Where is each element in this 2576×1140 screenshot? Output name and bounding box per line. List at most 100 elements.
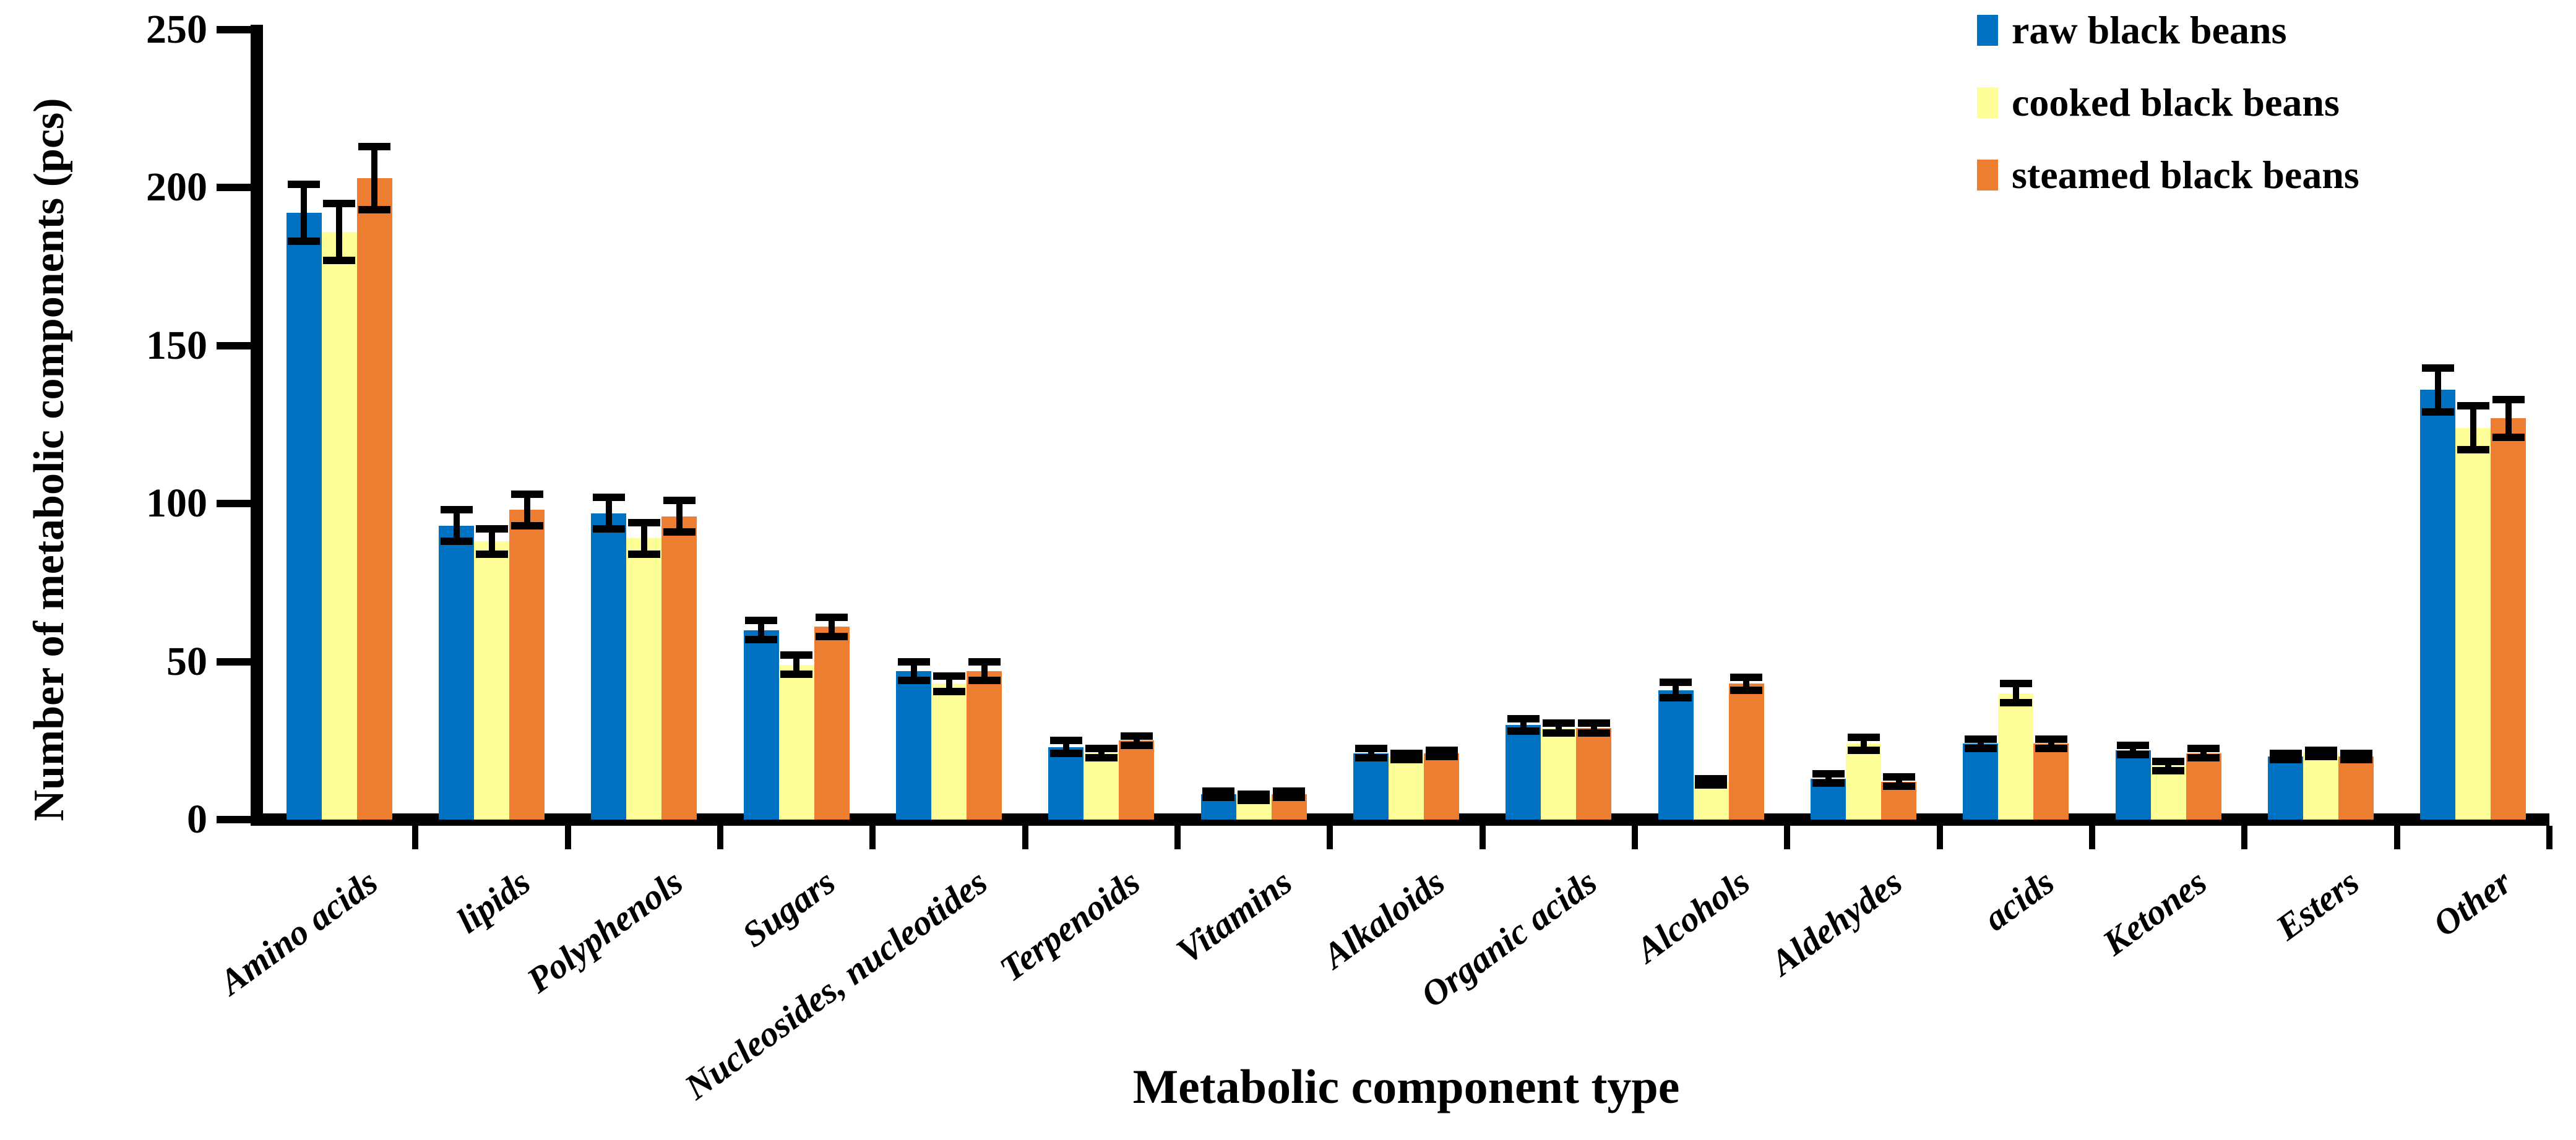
error-cap-top	[933, 672, 965, 680]
bar-raw-nucleosides-nucleotides	[896, 671, 931, 820]
error-cap-bottom	[592, 525, 625, 533]
x-tick-mark-2	[564, 826, 571, 849]
bar-raw-ketones	[2115, 750, 2151, 820]
bar-raw-acids	[1963, 744, 1999, 820]
error-whisker	[1590, 723, 1597, 733]
error-whisker	[301, 184, 308, 242]
bar-cooked-ketones	[2150, 766, 2186, 820]
x-tick-mark-10	[1784, 826, 1791, 849]
error-cap-top	[440, 506, 473, 514]
error-cap-top	[323, 199, 356, 207]
error-cap-bottom	[1273, 794, 1306, 802]
error-cap-bottom	[1577, 729, 1610, 737]
error-cap-bottom	[2340, 755, 2372, 763]
error-cap-bottom	[2269, 755, 2302, 763]
bar-steamed-other	[2491, 418, 2526, 820]
error-cap-bottom	[323, 256, 356, 264]
error-whisker	[2505, 399, 2512, 437]
error-cap-bottom	[1999, 699, 2032, 706]
bar-cooked-sugars	[778, 664, 814, 820]
error-cap-bottom	[1120, 741, 1153, 749]
error-cap-bottom	[2421, 408, 2454, 416]
error-cap-bottom	[1730, 686, 1763, 694]
y-tick-label-100: 100	[146, 481, 207, 526]
error-cap-bottom	[2152, 766, 2185, 774]
legend-label-steamed-black-beans: steamed black beans	[2012, 153, 2359, 197]
error-cap-top	[2269, 749, 2302, 757]
y-tick-mark-250	[217, 26, 251, 33]
error-cap-top	[780, 651, 813, 659]
bar-steamed-alcohols	[1728, 684, 1764, 820]
x-tick-mark-15	[2546, 826, 2552, 849]
error-whisker	[2470, 405, 2476, 450]
bar-cooked-terpenoids	[1083, 753, 1119, 820]
error-cap-top	[1202, 787, 1235, 795]
bar-raw-lipids	[439, 525, 474, 820]
error-whisker	[1825, 773, 1832, 784]
error-whisker	[336, 203, 343, 260]
error-cap-top	[1273, 787, 1306, 795]
x-category-label-sugars: Sugars	[734, 861, 842, 955]
error-cap-bottom	[2187, 754, 2220, 762]
error-whisker	[1368, 748, 1374, 758]
error-cap-bottom	[2035, 745, 2067, 753]
error-cap-bottom	[1847, 746, 1880, 754]
error-cap-bottom	[968, 677, 1001, 685]
x-category-label-acids: acids	[1976, 861, 2062, 939]
error-cap-bottom	[816, 632, 848, 640]
y-tick-label-250: 250	[146, 7, 207, 52]
error-whisker	[758, 620, 765, 640]
error-cap-bottom	[2457, 446, 2489, 454]
bar-steamed-organic-acids	[1576, 727, 1612, 820]
error-cap-bottom	[933, 688, 965, 696]
error-whisker	[523, 494, 530, 526]
error-cap-bottom	[745, 635, 778, 643]
bar-raw-esters	[2268, 756, 2303, 820]
error-cap-bottom	[440, 538, 473, 546]
x-category-label-amino-acids: Amino acids	[212, 861, 385, 1003]
x-category-label-terpenoids: Terpenoids	[992, 861, 1147, 990]
error-cap-top	[663, 497, 696, 505]
error-cap-top	[2304, 746, 2337, 754]
x-category-label-lipids: lipids	[449, 861, 538, 941]
x-category-label-esters: Esters	[2268, 861, 2367, 948]
error-cap-top	[510, 490, 543, 498]
bar-raw-polyphenols	[591, 513, 627, 820]
error-whisker	[676, 500, 683, 533]
bar-cooked-acids	[1998, 693, 2034, 820]
error-whisker	[1133, 735, 1140, 745]
error-whisker	[1555, 723, 1562, 733]
error-whisker	[2048, 739, 2054, 749]
error-cap-top	[475, 525, 508, 533]
x-category-label-alkaloids: Alkaloids	[1315, 861, 1452, 977]
x-tick-mark-14	[2393, 826, 2400, 849]
error-whisker	[1860, 737, 1867, 750]
y-tick-label-50: 50	[166, 638, 207, 684]
x-tick-mark-3	[717, 826, 723, 849]
error-cap-bottom	[1355, 754, 1387, 762]
legend-marker-steamed-black-beans	[1977, 160, 1998, 191]
bar-raw-sugars	[743, 630, 779, 820]
bar-raw-alcohols	[1658, 690, 1694, 820]
bar-steamed-nucleosides-nucleotides	[967, 671, 1002, 820]
error-cap-bottom	[1425, 752, 1458, 760]
x-tick-mark-13	[2241, 826, 2248, 849]
bar-cooked-aldehydes	[1846, 744, 1881, 820]
error-cap-bottom	[1964, 745, 1997, 753]
bar-cooked-nucleosides-nucleotides	[931, 684, 967, 820]
error-cap-bottom	[1812, 779, 1845, 787]
x-tick-mark-5	[1022, 826, 1028, 849]
error-whisker	[1743, 677, 1750, 690]
bar-steamed-terpenoids	[1119, 740, 1155, 820]
error-cap-top	[1238, 791, 1270, 799]
error-cap-top	[2457, 401, 2489, 409]
error-whisker	[1977, 739, 1984, 749]
error-cap-bottom	[663, 528, 696, 536]
legend-marker-cooked-black-beans	[1977, 87, 1998, 118]
bar-raw-alkaloids	[1353, 753, 1389, 820]
error-cap-top	[1660, 678, 1692, 686]
error-cap-bottom	[1695, 781, 1728, 789]
error-cap-bottom	[1202, 794, 1235, 802]
y-tick-mark-0	[217, 816, 251, 823]
